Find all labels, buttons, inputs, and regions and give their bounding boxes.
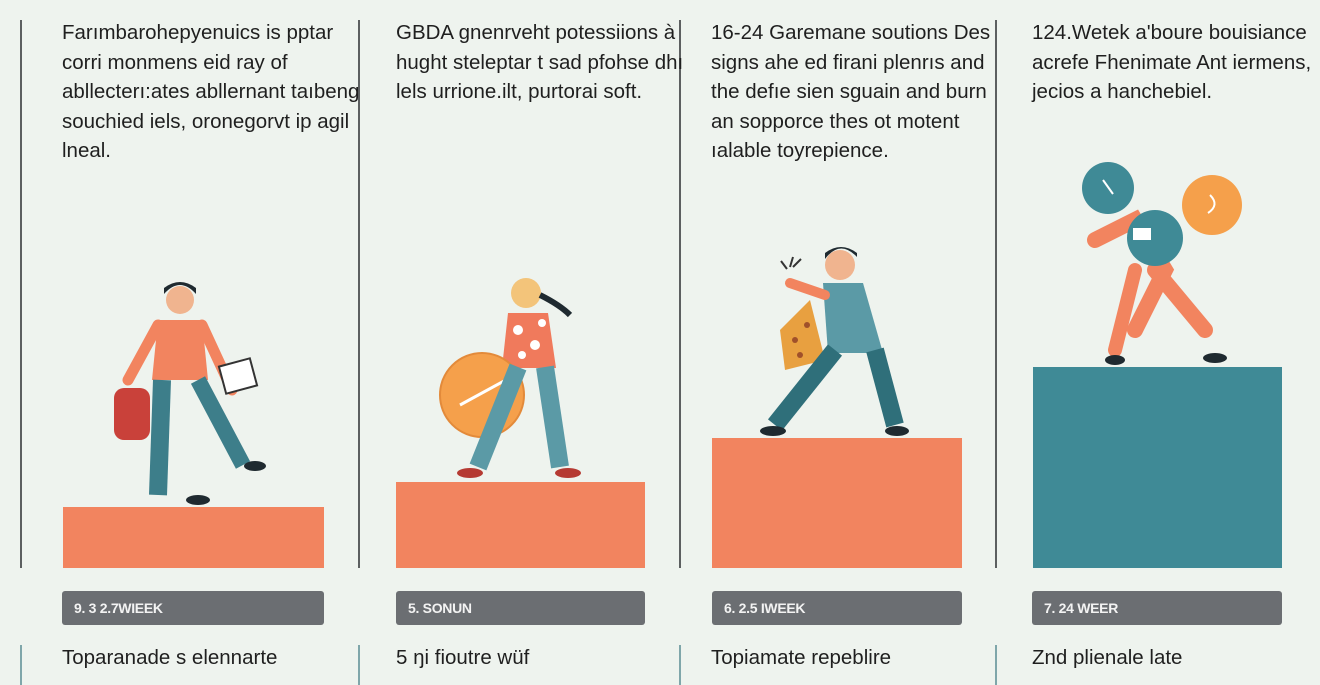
divider xyxy=(995,645,997,685)
step-platform xyxy=(396,482,645,568)
person-pushing-ball-illustration xyxy=(439,278,581,478)
step-platform xyxy=(712,438,962,568)
divider xyxy=(358,645,360,685)
person-carrying-bag-illustration xyxy=(760,247,909,436)
divider xyxy=(679,645,681,685)
person-carrying-jar-illustration xyxy=(114,282,266,505)
column-4-description: 124.Wetek a'boure bouisiance acrefe Fhen… xyxy=(1032,21,1312,103)
divider xyxy=(20,20,22,568)
column-1-bottom-text: Toparanade s elennarte xyxy=(62,646,278,669)
column-4-bottom-text: Znd plienale late xyxy=(1032,646,1183,669)
divider xyxy=(20,645,22,685)
step-label: 5. SONUN xyxy=(396,591,645,625)
column-3-description: 16-24 Garemane soutions Des signs ahe ed… xyxy=(711,21,991,162)
column-1-description: Farımbarohepyenuics is pptar corri monme… xyxy=(62,21,360,162)
step-platform xyxy=(1033,367,1282,568)
divider xyxy=(679,20,681,568)
column-2-bottom-text: 5 ŋi fioutre wüf xyxy=(396,646,530,669)
column-2-description: GBDA gnenrveht potessiions à hught stele… xyxy=(396,21,684,103)
step-platform xyxy=(63,507,324,568)
column-3-bottom-text: Topiamate repeblire xyxy=(711,646,892,669)
step-label: 9. 3 2.7WIEEK xyxy=(62,591,324,625)
divider xyxy=(358,20,360,568)
step-label: 6. 2.5 IWEEK xyxy=(712,591,962,625)
divider xyxy=(995,20,997,568)
step-label: 7. 24 WEER xyxy=(1032,591,1282,625)
person-juggling-balls-illustration xyxy=(1082,162,1242,365)
